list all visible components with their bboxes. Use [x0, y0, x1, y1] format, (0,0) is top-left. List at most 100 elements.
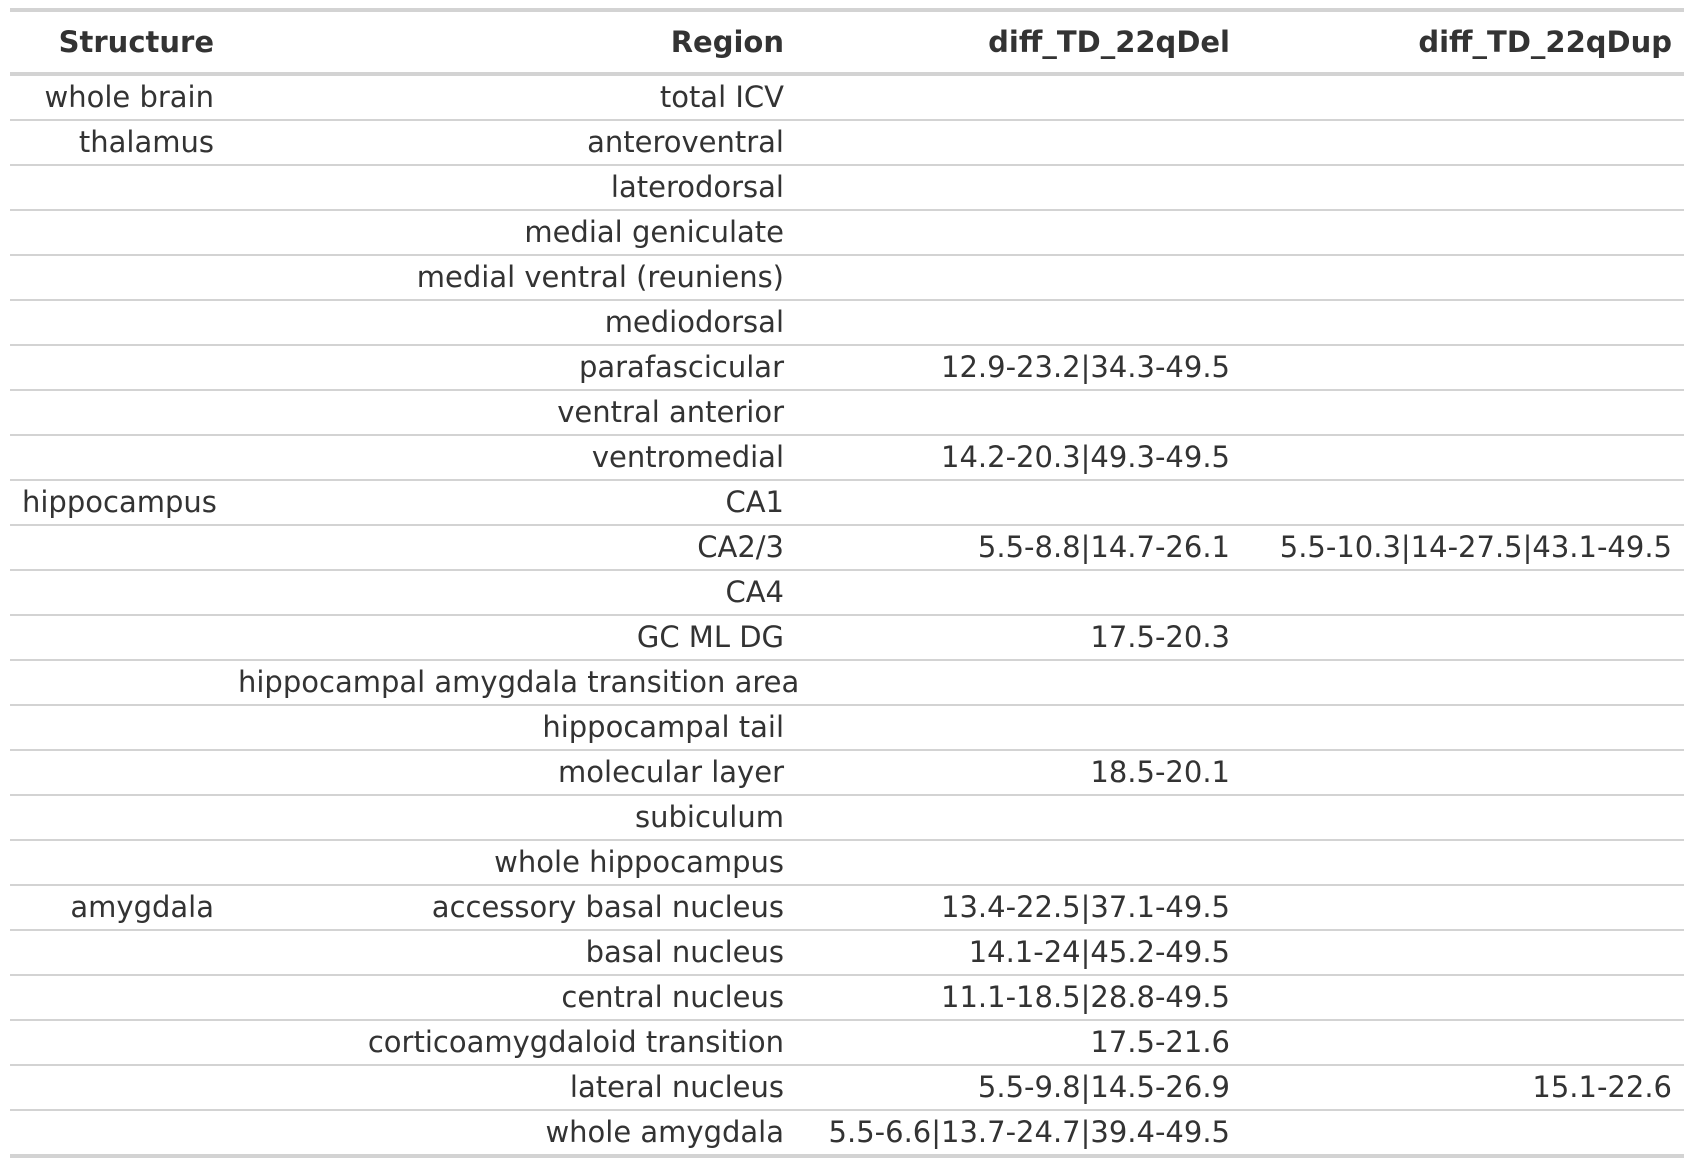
table-row: mediodorsal — [10, 300, 1684, 346]
structure-cell — [10, 750, 226, 796]
diff-td-22qdup-cell — [1242, 975, 1684, 1021]
diff-td-22qdel-cell: 12.9-23.2|34.3-49.5 — [796, 345, 1242, 391]
table-row: lateral nucleus 5.5-9.8|14.5-26.9 15.1-22.… — [10, 1065, 1684, 1111]
table-row: CA2/3 5.5-8.8|14.7-26.1 5.5-10.3|14-27.5|4… — [10, 525, 1684, 571]
region-cell: total ICV — [226, 74, 796, 121]
diff-td-22qdel-cell — [796, 120, 1242, 166]
diff-td-22qdel-cell — [796, 480, 1242, 526]
region-cell: parafascicular — [226, 345, 796, 391]
column-header-diff-td-22qdup: diff_TD_22qDup — [1242, 10, 1684, 76]
structure-cell — [10, 1065, 226, 1111]
diff-td-22qdel-cell — [796, 210, 1242, 256]
diff-td-22qdel-cell: 5.5-8.8|14.7-26.1 — [796, 525, 1242, 571]
region-cell: laterodorsal — [226, 165, 796, 211]
region-cell: basal nucleus — [226, 930, 796, 976]
diff-td-22qdel-cell: 17.5-21.6 — [796, 1020, 1242, 1066]
diff-td-22qdup-cell — [1242, 885, 1684, 931]
diff-td-22qdel-cell — [796, 705, 1242, 751]
diff-td-22qdel-cell: 5.5-6.6|13.7-24.7|39.4-49.5 — [828, 1115, 1230, 1149]
diff-td-22qdel-cell: 11.1-18.5|28.8-49.5 — [796, 975, 1242, 1021]
structure-cell — [10, 525, 226, 571]
diff-td-22qdup-cell — [1242, 435, 1684, 481]
region-cell: subiculum — [226, 795, 796, 841]
diff-td-22qdup-cell — [1242, 1110, 1684, 1156]
table-row: basal nucleus 14.1-24|45.2-49.5 — [10, 930, 1684, 976]
region-cell: anteroventral — [226, 120, 796, 166]
structure-cell — [10, 210, 226, 256]
structure-cell — [10, 345, 226, 391]
table-row: parafascicular 12.9-23.2|34.3-49.5 — [10, 345, 1684, 391]
structure-cell — [10, 1110, 226, 1156]
diff-td-22qdup-cell — [1242, 390, 1684, 436]
table-row: ventromedial 14.2-20.3|49.3-49.5 — [10, 435, 1684, 481]
region-cell: lateral nucleus — [226, 1065, 796, 1111]
diff-td-22qdel-cell — [796, 255, 1242, 301]
diff-td-22qdel-cell — [796, 795, 1242, 841]
structure-cell — [10, 705, 226, 751]
table-row: laterodorsal — [10, 165, 1684, 211]
diff-td-22qdel-cell — [796, 570, 1242, 616]
structure-cell — [10, 255, 226, 301]
structure-cell — [10, 300, 226, 346]
table-row: corticoamygdaloid transition 17.5-21.6 — [10, 1020, 1684, 1066]
diff-td-22qdel-cell — [796, 74, 1242, 121]
diff-td-22qdup-cell — [1242, 1020, 1684, 1066]
table-body: whole brain total ICV thalamus anteroventra… — [10, 74, 1684, 1156]
table-row: whole hippocampus — [10, 840, 1684, 886]
structure-cell — [10, 660, 226, 706]
diff-td-22qdup-cell — [1242, 570, 1684, 616]
structure-cell — [10, 435, 226, 481]
region-cell: CA1 — [226, 480, 796, 526]
data-table: Structure Region diff_TD_22qDel diff_TD_… — [10, 8, 1684, 1158]
region-cell: whole amygdala — [545, 1115, 784, 1149]
table-row: subiculum — [10, 795, 1684, 841]
table-row: hippocampus CA1 — [10, 480, 1684, 526]
diff-td-22qdup-cell: 5.5-10.3|14-27.5|43.1-49.5 — [1242, 525, 1684, 571]
diff-td-22qdel-cell: 14.2-20.3|49.3-49.5 — [796, 435, 1242, 481]
column-header-diff-td-22qdel: diff_TD_22qDel — [796, 10, 1242, 76]
region-cell: whole hippocampus — [226, 840, 796, 886]
region-cell: central nucleus — [226, 975, 796, 1021]
region-cell: ventromedial — [226, 435, 796, 481]
table-row: hippocampal tail — [10, 705, 1684, 751]
table-row: central nucleus 11.1-18.5|28.8-49.5 — [10, 975, 1684, 1021]
table-header: Structure Region diff_TD_22qDel diff_TD_… — [10, 10, 1684, 76]
region-cell: medial geniculate — [226, 210, 796, 256]
region-cell: CA4 — [226, 570, 796, 616]
diff-td-22qdel-cell — [796, 390, 1242, 436]
diff-td-22qdup-cell — [1242, 615, 1684, 661]
diff-td-22qdup-cell — [1242, 930, 1684, 976]
table-row: medial ventral (reuniens) — [10, 255, 1684, 301]
table-row: whole amygdala 5.5-6.6|13.7-24.7|39.4-49.… — [10, 1110, 1684, 1156]
diff-td-22qdup-cell — [1242, 210, 1684, 256]
diff-td-22qdup-cell — [1242, 705, 1684, 751]
diff-td-22qdup-cell — [1242, 255, 1684, 301]
region-cell: mediodorsal — [226, 300, 796, 346]
table-row: medial geniculate — [10, 210, 1684, 256]
structure-cell — [10, 975, 226, 1021]
diff-td-22qdel-cell: 18.5-20.1 — [796, 750, 1242, 796]
diff-td-22qdel-cell: 14.1-24|45.2-49.5 — [796, 930, 1242, 976]
structure-cell — [10, 165, 226, 211]
diff-td-22qdel-cell: 5.5-9.8|14.5-26.9 — [796, 1065, 1242, 1111]
structure-cell: amygdala — [10, 885, 226, 931]
table-row: molecular layer 18.5-20.1 — [10, 750, 1684, 796]
region-cell: corticoamygdaloid transition — [226, 1020, 796, 1066]
diff-td-22qdup-cell — [1242, 300, 1684, 346]
diff-td-22qdel-cell — [796, 165, 1242, 211]
structure-cell: thalamus — [10, 120, 226, 166]
diff-td-22qdup-cell — [1242, 345, 1684, 391]
diff-td-22qdup-cell — [1242, 120, 1684, 166]
region-cell: ventral anterior — [226, 390, 796, 436]
structure-cell — [10, 1020, 226, 1066]
structure-cell: hippocampus — [10, 480, 226, 526]
diff-td-22qdup-cell — [1242, 165, 1684, 211]
structure-cell — [10, 795, 226, 841]
table-row: thalamus anteroventral — [10, 120, 1684, 166]
region-cell: hippocampal amygdala transition area — [226, 660, 799, 706]
diff-td-22qdup-cell — [1242, 840, 1684, 886]
table-row: ventral anterior — [10, 390, 1684, 436]
structure-cell — [10, 930, 226, 976]
diff-td-22qdup-cell — [1242, 660, 1684, 706]
structure-cell — [10, 570, 226, 616]
